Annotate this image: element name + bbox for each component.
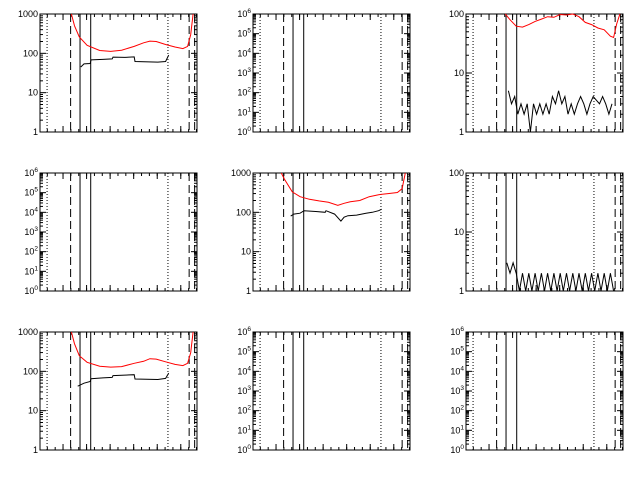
y-tick-label: 106 [237, 326, 251, 337]
plot-frame [39, 172, 198, 292]
y-tick-label: 105 [237, 28, 251, 39]
y-tick-label: 102 [24, 246, 38, 257]
y-tick-label: 1000 [18, 9, 38, 19]
lld-series-line [70, 331, 194, 368]
lld-series-line [70, 13, 194, 52]
plot-frame [252, 331, 411, 451]
y-tick-label: 103 [237, 385, 251, 396]
panel-det-7: 1 10 100 1000 [18, 327, 198, 455]
events-series-line [80, 54, 170, 68]
panel-det-2: 100 101 102 103 104 105 106 [237, 8, 411, 137]
lld-series-line [280, 172, 406, 206]
y-tick-label: 10 [28, 88, 38, 98]
y-tick-label: 104 [450, 365, 464, 376]
plot-frame [465, 13, 624, 133]
y-tick-label: 103 [237, 67, 251, 78]
events-series-line [290, 208, 382, 222]
y-tick-label: 1 [459, 286, 464, 296]
panel-det-5: 1 10 100 1000 [231, 168, 411, 296]
plot-frame [39, 331, 198, 451]
y-tick-label: 1000 [231, 168, 251, 178]
plot-frame [252, 172, 411, 292]
y-tick-label: 100 [449, 168, 464, 178]
y-tick-label: 103 [24, 226, 38, 237]
panel-det-4: 100 101 102 103 104 105 106 [24, 167, 198, 296]
y-tick-label: 101 [24, 265, 38, 276]
y-tick-label: 102 [450, 405, 464, 416]
panel-det-3: 1 10 100 [449, 9, 624, 137]
y-tick-label: 100 [449, 9, 464, 19]
y-tick-label: 1 [459, 127, 464, 137]
y-tick-label: 100 [23, 48, 38, 58]
events-series-line [506, 261, 615, 292]
y-tick-label: 100 [23, 366, 38, 376]
y-tick-label: 100 [236, 207, 251, 217]
y-tick-label: 104 [237, 365, 251, 376]
y-tick-label: 104 [24, 206, 38, 217]
y-tick-label: 102 [237, 87, 251, 98]
lld-series-line [504, 13, 621, 39]
y-tick-label: 1 [246, 286, 251, 296]
y-tick-label: 105 [237, 346, 251, 357]
y-tick-label: 104 [237, 47, 251, 58]
plot-frame [465, 172, 624, 292]
y-tick-label: 10 [454, 68, 464, 78]
y-tick-label: 101 [237, 424, 251, 435]
y-tick-label: 10 [241, 247, 251, 257]
y-tick-label: 10 [28, 406, 38, 416]
y-tick-label: 101 [237, 106, 251, 117]
y-tick-label: 106 [24, 167, 38, 178]
plot-frame [252, 13, 411, 133]
events-series-line [507, 90, 613, 133]
plot-frame [465, 331, 624, 451]
panel-det-9: 100 101 102 103 104 105 106 [450, 326, 624, 455]
panel-det-1: 1 10 100 1000 [18, 9, 198, 137]
y-tick-label: 103 [450, 385, 464, 396]
y-tick-label: 105 [450, 346, 464, 357]
panel-det-6: 1 10 100 [449, 168, 624, 296]
y-tick-label: 100 [237, 126, 251, 137]
y-tick-label: 105 [24, 187, 38, 198]
y-tick-label: 102 [237, 405, 251, 416]
panel-det-8: 100 101 102 103 104 105 106 [237, 326, 411, 455]
y-tick-label: 101 [450, 424, 464, 435]
y-tick-label: 100 [237, 444, 251, 455]
y-tick-label: 100 [450, 444, 464, 455]
y-tick-label: 100 [24, 285, 38, 296]
y-tick-label: 1000 [18, 327, 38, 337]
plot-frame [39, 13, 198, 133]
y-tick-label: 106 [237, 8, 251, 19]
y-tick-label: 1 [33, 127, 38, 137]
events-series-line [77, 372, 170, 387]
y-tick-label: 106 [450, 326, 464, 337]
y-tick-label: 10 [454, 227, 464, 237]
y-tick-label: 1 [33, 445, 38, 455]
